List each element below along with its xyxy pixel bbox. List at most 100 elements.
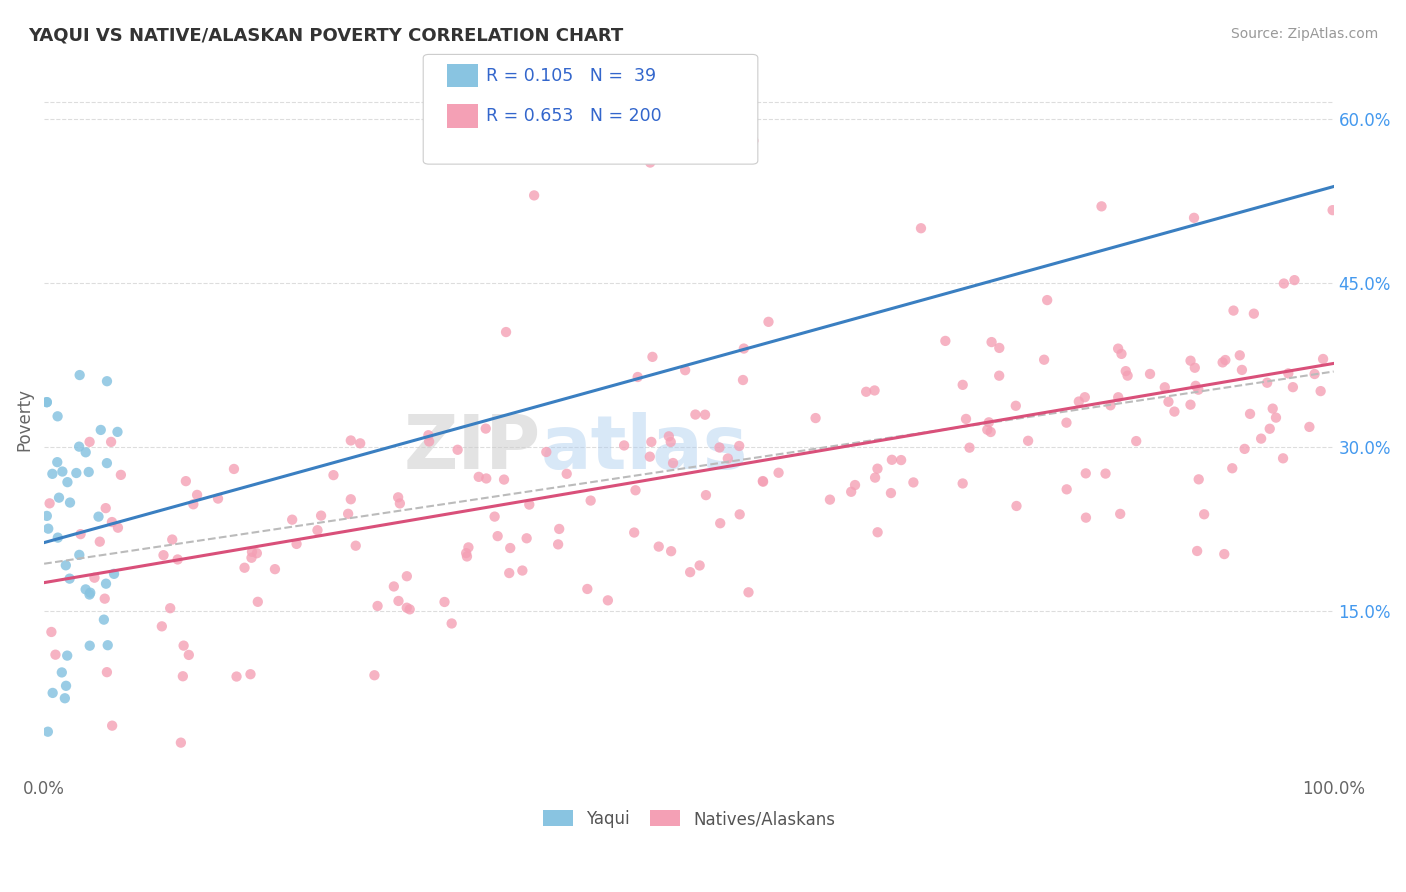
Point bbox=[855, 384, 877, 399]
Point bbox=[46, 531, 69, 545]
Point bbox=[910, 221, 932, 235]
Point bbox=[309, 508, 332, 523]
Point bbox=[55, 679, 77, 693]
Point bbox=[337, 507, 360, 521]
Point bbox=[752, 475, 775, 489]
Point bbox=[693, 408, 716, 422]
Point bbox=[512, 564, 534, 578]
Point bbox=[65, 466, 87, 480]
Point bbox=[903, 475, 925, 490]
Point bbox=[638, 450, 661, 464]
Point bbox=[613, 438, 636, 452]
Point bbox=[48, 491, 70, 505]
Point bbox=[1004, 399, 1026, 413]
Point bbox=[93, 591, 115, 606]
Point bbox=[1056, 416, 1078, 430]
Point bbox=[624, 483, 647, 498]
Point bbox=[1184, 379, 1206, 393]
Point bbox=[1309, 384, 1331, 398]
Point bbox=[1272, 451, 1295, 466]
Point bbox=[695, 488, 717, 502]
Point bbox=[418, 434, 440, 449]
Point bbox=[101, 515, 124, 529]
Point bbox=[75, 582, 97, 597]
Point bbox=[640, 434, 662, 449]
Point bbox=[839, 484, 862, 499]
Point bbox=[1187, 383, 1209, 397]
Point bbox=[56, 475, 79, 490]
Point bbox=[955, 412, 977, 426]
Point bbox=[103, 566, 125, 581]
Point bbox=[56, 648, 79, 663]
Point bbox=[110, 467, 132, 482]
Point bbox=[1139, 367, 1161, 381]
Point bbox=[658, 429, 681, 443]
Point bbox=[804, 411, 827, 425]
Point bbox=[96, 665, 118, 680]
Point bbox=[87, 509, 110, 524]
Point bbox=[94, 501, 117, 516]
Point bbox=[77, 465, 100, 479]
Point bbox=[51, 665, 73, 680]
Point bbox=[952, 377, 974, 392]
Point bbox=[641, 350, 664, 364]
Point bbox=[475, 471, 498, 485]
Point bbox=[44, 648, 66, 662]
Point bbox=[1090, 199, 1112, 213]
Point bbox=[818, 492, 841, 507]
Point bbox=[67, 440, 90, 454]
Point bbox=[1185, 544, 1208, 558]
Point bbox=[1184, 360, 1206, 375]
Point bbox=[1250, 432, 1272, 446]
Point bbox=[46, 409, 69, 424]
Point bbox=[517, 498, 540, 512]
Point bbox=[1107, 342, 1129, 356]
Point bbox=[1111, 347, 1133, 361]
Point bbox=[90, 423, 112, 437]
Point bbox=[1067, 394, 1090, 409]
Text: R = 0.105   N =  39: R = 0.105 N = 39 bbox=[486, 67, 657, 85]
Point bbox=[576, 582, 599, 596]
Point bbox=[1215, 353, 1237, 368]
Point bbox=[97, 638, 120, 652]
Point bbox=[37, 522, 59, 536]
Point bbox=[41, 624, 63, 639]
Point bbox=[1322, 203, 1344, 218]
Point bbox=[498, 566, 520, 580]
Point bbox=[233, 560, 256, 574]
Point bbox=[733, 342, 755, 356]
Point bbox=[96, 374, 118, 388]
Point bbox=[307, 523, 329, 537]
Point bbox=[523, 188, 546, 202]
Point bbox=[93, 613, 115, 627]
Point bbox=[863, 384, 886, 398]
Point bbox=[1192, 508, 1215, 522]
Point bbox=[679, 565, 702, 579]
Point bbox=[1303, 367, 1326, 381]
Point bbox=[51, 465, 73, 479]
Point bbox=[1239, 407, 1261, 421]
Point bbox=[467, 470, 489, 484]
Point bbox=[1212, 355, 1234, 369]
Point bbox=[107, 521, 129, 535]
Point bbox=[207, 491, 229, 506]
Point bbox=[79, 639, 101, 653]
Point bbox=[367, 599, 389, 613]
Point bbox=[35, 508, 58, 523]
Point bbox=[340, 434, 363, 448]
Point bbox=[516, 531, 538, 545]
Point bbox=[1074, 510, 1097, 524]
Point bbox=[46, 455, 69, 469]
Point bbox=[1033, 352, 1056, 367]
Point bbox=[728, 508, 751, 522]
Point bbox=[548, 522, 571, 536]
Point bbox=[758, 315, 780, 329]
Text: YAQUI VS NATIVE/ALASKAN POVERTY CORRELATION CHART: YAQUI VS NATIVE/ALASKAN POVERTY CORRELAT… bbox=[28, 27, 623, 45]
Point bbox=[363, 668, 385, 682]
Point bbox=[1005, 499, 1028, 513]
Point bbox=[55, 558, 77, 573]
Point bbox=[37, 724, 59, 739]
Point bbox=[1163, 404, 1185, 418]
Point bbox=[59, 572, 82, 586]
Point bbox=[349, 436, 371, 450]
